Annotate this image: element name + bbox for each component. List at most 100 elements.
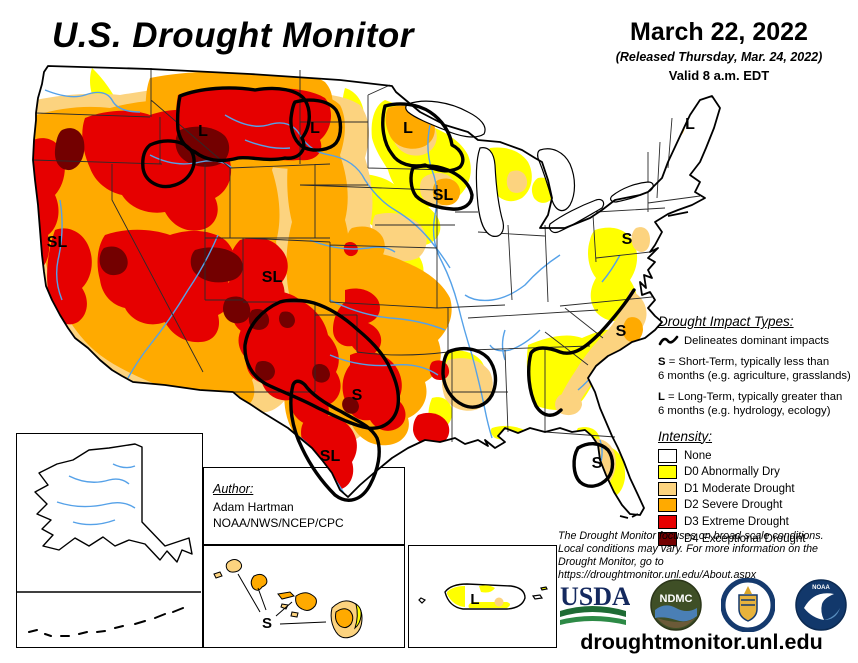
hawaii-callout-lines: [237, 573, 327, 625]
short-term-text: = Short-Term, typically less than: [668, 356, 830, 369]
puerto-rico-map: L: [418, 583, 548, 610]
impact-label-california-nevada: SL: [47, 234, 68, 251]
noaa-wave: [823, 608, 840, 620]
disclaimer-line2: Local conditions may vary. For more info…: [558, 543, 818, 556]
swatch-d0: [658, 465, 677, 480]
disclaimer-line3: Drought Monitor, go to https://droughtmo…: [558, 556, 757, 582]
impact-label-central-texas: S: [352, 387, 363, 404]
ndmc-logo-text: NDMC: [659, 593, 692, 605]
usda-swoosh-lower: [560, 616, 626, 625]
lake-superior: [405, 100, 486, 138]
author-org: NOAA/NWS/NCEP/CPC: [213, 516, 344, 531]
alaska-map: [17, 443, 201, 637]
impact-outline-montana: [175, 86, 311, 163]
delineates-row: Delineates dominant impacts: [658, 334, 858, 348]
usda-logo: USDA: [560, 582, 630, 625]
hawaii-map: S: [213, 559, 363, 639]
swatch-d1: [658, 481, 677, 496]
impact-label-wisconsin: SL: [433, 187, 454, 204]
swatch-d2: [658, 498, 677, 513]
impact-outline-minnesota: [381, 102, 465, 173]
puerto-rico-inset: L: [408, 545, 557, 648]
short-term-text2: 6 months (e.g. agriculture, grasslands): [658, 370, 851, 383]
impact-outline-louisiana: [441, 346, 498, 409]
lake-michigan: [475, 147, 505, 237]
site-url: droughtmonitor.unl.edu: [580, 630, 823, 654]
valid-time: Valid 8 a.m. EDT: [668, 68, 770, 83]
pr-d1-spot: [494, 597, 504, 607]
lake-erie: [548, 198, 605, 234]
impact-outline-central-texas: [243, 298, 401, 430]
disclaimer-line1: The Drought Monitor focuses on broad-sca…: [558, 530, 824, 542]
lake-huron: [537, 148, 576, 212]
d2-regions: [34, 71, 686, 446]
impact-outline-south-florida: [572, 442, 615, 488]
short-term-symbol: S: [658, 356, 666, 369]
alaska-inset: [16, 433, 203, 648]
pr-small-islands: [418, 586, 548, 604]
ndmc-logo: NDMC: [649, 579, 702, 631]
impact-outlines: [141, 86, 636, 502]
noaa-logo: NOAA: [795, 579, 847, 631]
commerce-logo: [721, 578, 776, 632]
impact-label-puerto-rico: L: [470, 591, 479, 608]
impact-label-carolina-coast: S: [616, 323, 627, 340]
hawaii-inset: S: [203, 545, 405, 648]
author-label: Author:: [213, 482, 254, 496]
impact-types-title: Drought Impact Types:: [658, 314, 794, 329]
impact-outline-north-dakota: [289, 98, 343, 152]
released-date: (Released Thursday, Mar. 24, 2022): [615, 50, 823, 64]
pr-d0-west: [447, 586, 465, 607]
long-term-text2: 6 months (e.g. hydrology, ecology): [658, 405, 831, 418]
impact-label-north-dakota: L: [310, 120, 320, 137]
impact-outline-idaho-lobe: [141, 139, 196, 189]
impact-label-utah-colorado: SL: [262, 269, 283, 286]
commerce-eagle: [744, 586, 753, 594]
lake-ontario: [610, 181, 654, 203]
impact-label-new-jersey: S: [622, 231, 633, 248]
disclaimer: The Drought Monitor focuses on broad-sca…: [558, 530, 858, 582]
legend-item-d4: D4 Exceptional Drought: [658, 531, 858, 546]
map-date: March 22, 2022: [630, 18, 808, 46]
ndmc-land: [656, 618, 695, 628]
pr-d0-north: [479, 585, 495, 593]
impact-label-maine: L: [685, 116, 695, 133]
long-term-symbol: L: [658, 391, 665, 404]
page-title: U.S. Drought Monitor: [52, 16, 414, 55]
impact-label-south-florida: S: [592, 455, 603, 472]
short-term-item: S = Short-Term, typically less than 6 mo…: [658, 355, 858, 383]
impact-label-montana: L: [198, 123, 208, 140]
d1-regions: [33, 86, 650, 492]
long-term-text: = Long-Term, typically greater than: [668, 391, 843, 404]
ndmc-water: [654, 605, 697, 622]
impact-labels: L L L L SL SL SL S S S SL S: [47, 116, 695, 472]
d3-regions: [33, 87, 450, 491]
intensity-title: Intensity:: [658, 428, 713, 444]
legend-item-d3: D3 Extreme Drought: [658, 514, 858, 529]
impact-label-hawaii: S: [262, 615, 272, 632]
hawaii-islands: [213, 559, 363, 639]
legend-item-d2: D2 Severe Drought: [658, 498, 858, 513]
legend: Drought Impact Types: Delineates dominan…: [658, 314, 858, 548]
impact-outline-wisconsin: [409, 164, 474, 211]
delineation-squiggle-icon: [658, 335, 679, 346]
logo-row: USDA NDMC NOAA: [556, 577, 848, 633]
noaa-bird: [803, 593, 834, 620]
impact-label-south-texas: SL: [320, 448, 341, 465]
state-borders: [32, 68, 701, 442]
swatch-d4: [658, 531, 677, 546]
swatch-d3: [658, 514, 677, 529]
delineates-label: Delineates dominant impacts: [684, 335, 830, 347]
aleutian-islands: [28, 607, 184, 637]
impact-label-minnesota: L: [403, 120, 413, 137]
legend-item-none: None: [658, 448, 858, 463]
usda-swoosh-upper: [560, 606, 626, 617]
impact-outline-southeast-coast: [527, 288, 636, 417]
commerce-shield-lines: [741, 599, 756, 606]
date-block: March 22, 2022 (Released Thursday, Mar. …: [580, 18, 858, 83]
author-box: Author: Adam Hartman NOAA/NWS/NCEP/CPC: [203, 467, 405, 545]
d4-regions: [54, 126, 359, 414]
noaa-logo-text: NOAA: [812, 585, 830, 591]
great-lakes: [405, 100, 654, 237]
intensity-legend: Intensity: None D0 Abnormally Dry D1 Mod…: [658, 429, 858, 546]
